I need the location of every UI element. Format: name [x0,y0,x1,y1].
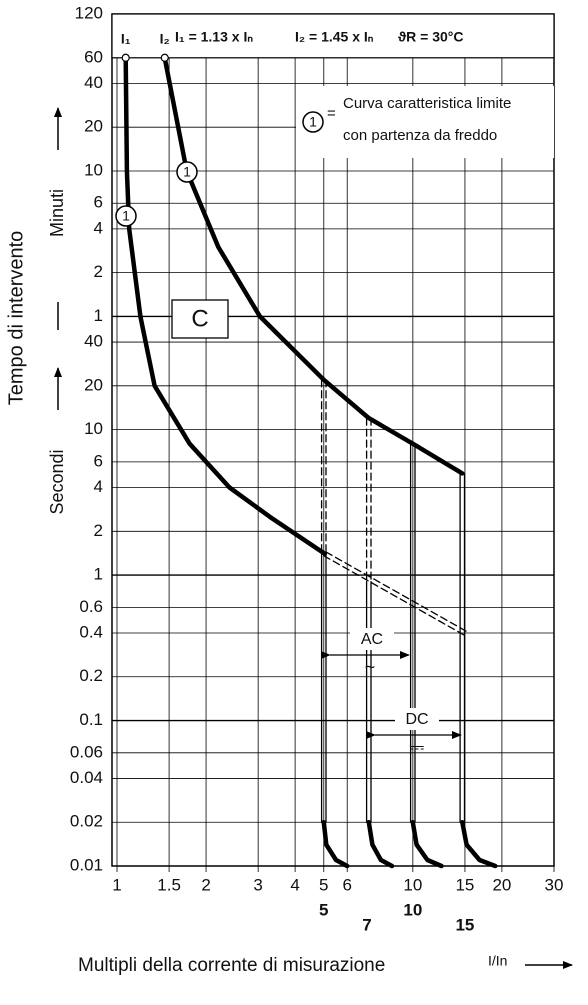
x-tick-label: 1.5 [157,875,181,894]
rating-mark: 10 [403,900,422,919]
y-tick-label: 0.02 [70,812,103,831]
marker-circle [115,205,137,227]
x-tick-label: 5 [319,875,328,894]
y-tick-label: 10 [84,419,103,438]
y-tick-label: 2 [94,262,103,281]
y-tick-label: 4 [94,477,103,496]
marker-label: 1 [122,208,130,224]
x-tick-label: 2 [201,875,210,894]
header-box [111,13,555,59]
y-axis-seconds: Secondi [47,449,67,514]
curve-label: I₁ [121,30,131,46]
curve [366,819,395,869]
y-tick-label: 40 [84,332,103,351]
note-box [296,86,554,158]
ac-symbol: ~ [365,657,376,677]
x-tick-label: 10 [403,875,422,894]
y-tick-label: 1 [94,565,103,584]
curve [123,55,328,557]
x-axis-title: Multipli della corrente di misurazione [78,955,385,976]
y-axis-title: Tempo di intervento [5,231,27,406]
y-tick-label: 0.04 [70,768,103,787]
marker-circle [302,111,324,133]
curve-start [160,53,169,62]
limit-line [323,555,465,636]
x-tick-label: 4 [290,875,299,894]
y-tick-label: 20 [84,375,103,394]
rating-mark: 5 [319,900,328,919]
y-tick-label: 60 [84,47,103,66]
header-text: I₁ = 1.13 x Iₙ [175,29,253,45]
curve-start [121,53,130,62]
marks [121,53,498,869]
marker-circle [176,161,198,183]
y-tick-label: 20 [84,117,103,136]
x-tick-label: 1 [112,875,121,894]
y-tick-label: 0.4 [79,622,103,641]
limit-line [325,551,467,632]
curve [410,819,444,869]
y-tick-label: 6 [94,193,103,212]
y-tick-label: 1 [94,306,103,325]
marker-label: 1 [183,164,191,180]
note-line: Curva caratteristica limite [343,95,511,112]
ac-label-box [350,628,394,650]
note-equals: = [327,105,336,122]
curve-label: I₂ [160,30,170,46]
x-tick-label: 30 [545,875,564,894]
header-text: ϑR = 30°C [398,29,464,45]
y-tick-label: 6 [94,451,103,470]
note-line: con partenza da freddo [343,127,497,144]
dc-label: DC [405,711,428,728]
x-tick-label: 6 [342,875,351,894]
curve-type-box [171,299,229,339]
y-tick-label: 0.2 [79,666,103,685]
x-tick-label: 3 [253,875,262,894]
ac-label: AC [361,631,383,648]
y-tick-label: 0.01 [70,855,103,874]
dc-symbol: ⎓ [410,737,424,757]
y-tick-label: 0.6 [79,597,103,616]
y-tick-label: 0.1 [79,710,103,729]
x-axis-unit: I/In [488,953,507,969]
x-tick-label: 20 [492,875,511,894]
y-tick-label: 0.06 [70,742,103,761]
labels: 12060402010642140201064210.60.40.20.10.0… [5,3,563,976]
y-tick-label: 2 [94,521,103,540]
marker-label: 1 [309,114,317,130]
y-tick-label: 4 [94,218,103,237]
rating-mark: 15 [455,915,474,934]
y-tick-label: 10 [84,160,103,179]
curve [460,819,498,869]
curve [162,55,465,476]
x-tick-label: 15 [455,875,474,894]
rating-mark: 7 [362,915,371,934]
y-tick-label: 40 [84,73,103,92]
y-tick-label: 120 [75,3,103,22]
y-axis-minutes: Minuti [47,189,67,237]
curve [321,819,350,869]
dc-label-box [395,708,439,730]
header-text: I₂ = 1.45 x Iₙ [295,29,374,45]
curve-type: C [191,305,208,332]
